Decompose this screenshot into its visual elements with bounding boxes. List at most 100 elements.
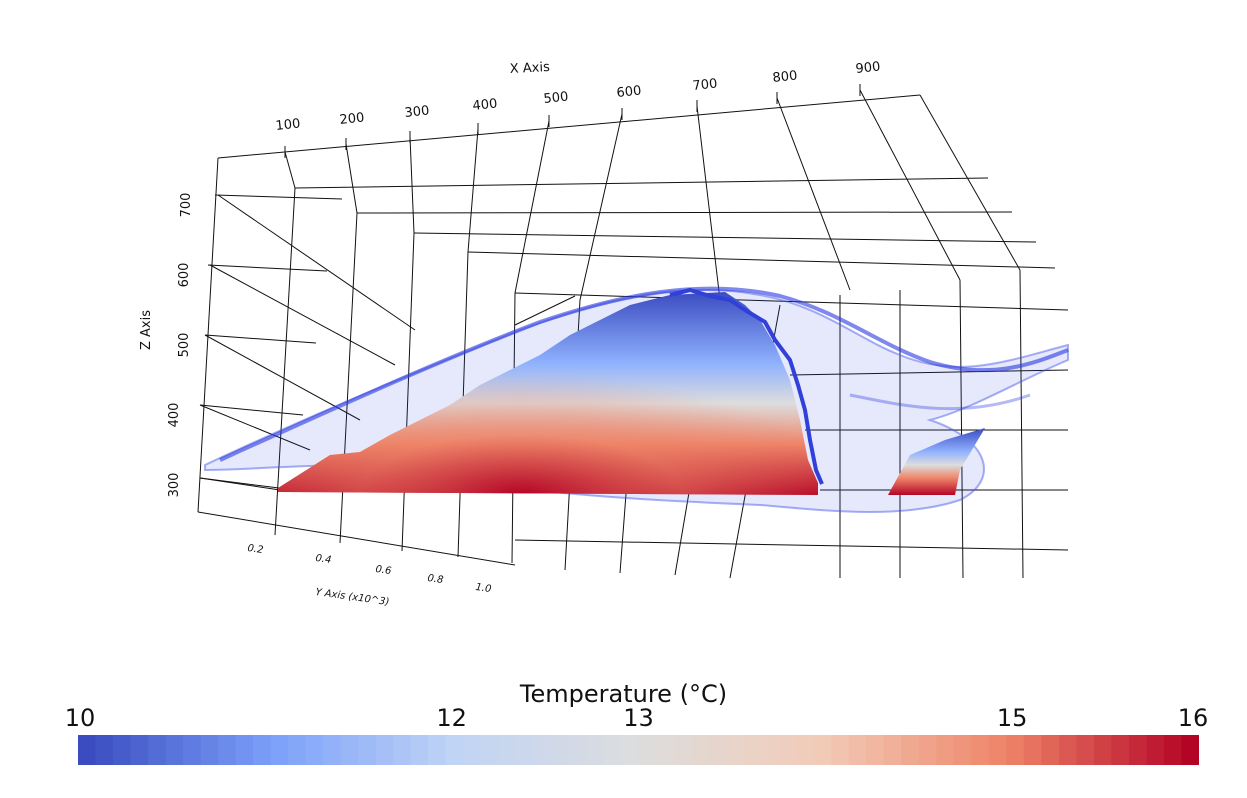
colorbar-segment — [796, 735, 815, 765]
x-axis-label: X Axis — [509, 60, 550, 77]
colorbar-segment — [288, 735, 307, 765]
colorbar-segment — [463, 735, 482, 765]
grid-line — [959, 279, 964, 579]
grid-line — [345, 143, 358, 214]
colorbar-segment — [533, 735, 552, 765]
colorbar-segment — [743, 735, 762, 765]
grid-line — [579, 113, 623, 301]
grid-line — [919, 94, 1021, 271]
colorbar-segment — [918, 735, 937, 765]
colorbar-segment — [1146, 735, 1165, 765]
colorbar-segment — [305, 735, 324, 765]
colorbar-segment — [183, 735, 202, 765]
colorbar-segment — [953, 735, 972, 765]
grid-line — [207, 264, 328, 272]
z-axis-line — [197, 157, 219, 513]
y-tick-label: 0.2 — [247, 543, 264, 556]
colorbar-segment — [358, 735, 377, 765]
grid-line — [413, 232, 1037, 243]
colorbar-segment — [113, 735, 132, 765]
colorbar-segment — [1111, 735, 1130, 765]
x-tick-label: 600 — [616, 83, 642, 101]
colorbar-segment — [340, 735, 359, 765]
colorbar-segment — [393, 735, 412, 765]
x-tick-label: 100 — [275, 116, 301, 134]
z-tick-label: 400 — [167, 403, 182, 428]
grid-line — [204, 334, 361, 421]
colorbar-title: Temperature (°C) — [519, 680, 728, 708]
y-axis-label: Y Axis (x10^3) — [315, 587, 390, 608]
grid-line — [409, 136, 415, 234]
z-axis-label: Z Axis — [139, 310, 154, 350]
grid-line — [356, 211, 1013, 214]
colorbar-segment — [200, 735, 219, 765]
grid-line — [859, 89, 961, 281]
colorbar-segment — [1058, 735, 1077, 765]
x-tick-label: 200 — [339, 110, 365, 128]
colorbar-segment — [673, 735, 692, 765]
colorbar-segment — [78, 735, 97, 765]
grid-line — [514, 292, 1069, 311]
colorbar-segment — [218, 735, 237, 765]
colorbar-segment — [1076, 735, 1095, 765]
grid-line — [199, 477, 281, 491]
colorbar-segment — [568, 735, 587, 765]
z-tick-label: 500 — [177, 333, 192, 358]
y-axis-line — [197, 511, 516, 566]
colorbar-segment — [550, 735, 570, 765]
grid-line — [217, 194, 416, 331]
colorbar-segment — [726, 735, 745, 765]
x-tick-label: 800 — [772, 68, 798, 86]
colorbar-segment — [270, 735, 289, 765]
translucent-surface-crest — [219, 286, 1069, 462]
z-tick-label: 300 — [167, 473, 182, 498]
x-tick-label: 400 — [472, 96, 498, 114]
colorbar-segment — [988, 735, 1007, 765]
3d-viewport[interactable]: 100 200 300 400 500 600 700 800 900 X Axis 300 400 5… — [0, 0, 1247, 680]
grid-line — [294, 177, 989, 189]
colorbar-segment — [1006, 735, 1025, 765]
temperature-surfaces — [204, 286, 1069, 513]
colorbar-segment — [831, 735, 850, 765]
x-tick-label: 700 — [692, 76, 718, 94]
colorbar-segment — [1181, 735, 1199, 765]
z-tick-label: 700 — [179, 193, 194, 218]
colorbar-segment — [638, 735, 657, 765]
grid-line — [284, 151, 296, 189]
colorbar-segment — [936, 735, 955, 765]
grid-line — [789, 369, 1069, 376]
colorbar-segment — [95, 735, 114, 765]
colorbar-segment — [1163, 735, 1183, 765]
colorbar-segment — [375, 735, 394, 765]
colorbar-tick-label: 10 — [64, 704, 96, 732]
translucent-surface-fold — [849, 393, 1031, 411]
grid-line — [209, 264, 396, 366]
grid-line — [514, 295, 576, 326]
colorbar-segment — [1093, 735, 1113, 765]
colorbar-segment — [323, 735, 342, 765]
grid-line — [467, 128, 479, 253]
colorbar-segment — [708, 735, 727, 765]
colorbar-segment — [253, 735, 272, 765]
colorbar-segment — [971, 735, 990, 765]
opaque-surface-patch — [888, 428, 985, 495]
grid-line — [217, 94, 921, 159]
y-tick-label: 0.6 — [375, 564, 392, 577]
x-tick-label: 500 — [543, 89, 569, 107]
colorbar-segment — [148, 735, 167, 765]
colorbar-segment — [1023, 735, 1042, 765]
colorbar-segment — [691, 735, 710, 765]
colorbar-tick-label: 16 — [1177, 704, 1209, 732]
colorbar-segment — [585, 735, 605, 765]
grid-line — [204, 334, 317, 344]
colorbar-segment — [235, 735, 254, 765]
colorbar — [78, 735, 1199, 765]
colorbar-segment — [498, 735, 517, 765]
colorbar-tick-label: 12 — [436, 704, 467, 732]
grid-line — [514, 539, 1069, 551]
grid-line — [214, 194, 343, 200]
colorbar-segment — [901, 735, 920, 765]
grid-line — [401, 232, 415, 552]
colorbar-segment — [620, 735, 640, 765]
colorbar-segment — [480, 735, 499, 765]
